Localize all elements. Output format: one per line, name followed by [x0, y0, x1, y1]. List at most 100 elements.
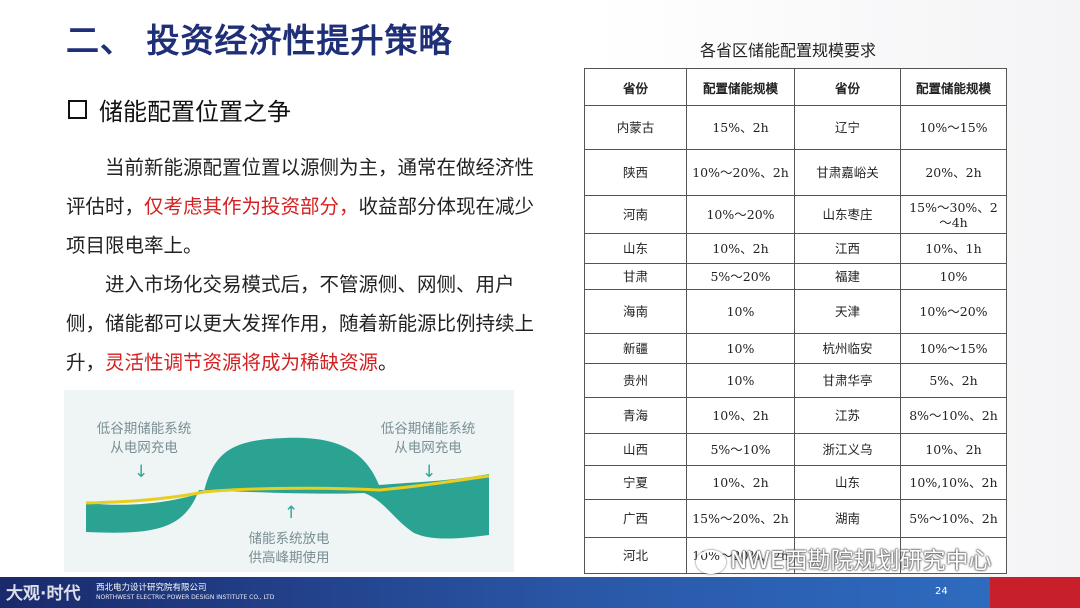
- storage-scale-cell: 10%～20%、2h: [686, 149, 795, 196]
- storage-requirements-table: 省份 配置储能规模 省份 配置储能规模 内蒙古 15%、2h 辽宁 10%～15% 陕西…: [584, 68, 1007, 574]
- province-cell: 新疆: [584, 333, 687, 364]
- table-row: 河南 10%～20% 山东枣庄 15%～30%、2～4h: [584, 195, 1007, 234]
- paragraph-1-highlight: 仅考虑其作为投资部分，: [144, 195, 359, 218]
- storage-scale-cell: 10%: [686, 289, 795, 334]
- province-cell: 贵州: [584, 363, 687, 398]
- table-row: 山东 10%、2h 江西 10%、1h: [584, 233, 1007, 264]
- footer-bar: [0, 577, 1080, 608]
- storage-scale-cell: 15%、2h: [686, 105, 795, 150]
- storage-scale-cell: 10%: [686, 333, 795, 364]
- province-cell: 辽宁: [794, 105, 901, 150]
- table-row: 河北 10%～20%、2h: [584, 537, 1007, 574]
- province-cell: [794, 537, 901, 574]
- province-cell: 河南: [584, 195, 687, 234]
- watermark-text: NWE西勘院规划研究中心: [730, 548, 992, 574]
- storage-scale-cell: 15%～20%、2h: [686, 499, 795, 538]
- province-cell: 甘肃: [584, 263, 687, 290]
- paragraph-1-text: 当前新能源配置位置以源侧为主，通常在做经济性评估时，: [66, 156, 535, 218]
- figure-bottom-label: 储能系统放电 供高峰期使用: [248, 531, 330, 566]
- company-logo: 大观·时代: [6, 584, 81, 604]
- table-row: 宁夏 10%、2h 山东 10%,10%、2h: [584, 465, 1007, 500]
- storage-scale-cell: 10%～15%: [900, 105, 1007, 150]
- paragraph-2-text: 进入市场化交易模式后，不管源侧、网侧、用户侧，储能都可以更大发挥作用，随着新能源…: [66, 273, 535, 374]
- wechat-icon: [696, 549, 726, 574]
- province-cell: 广西: [584, 499, 687, 538]
- watermark: NWE西勘院规划研究中心: [696, 541, 991, 575]
- arrow-down-icon: ↓: [134, 462, 149, 482]
- table-row: 甘肃 5%～20% 福建 10%: [584, 263, 1007, 290]
- paragraph-2-highlight: 灵活性调节资源将成为稀缺资源: [105, 351, 379, 374]
- province-cell: 甘肃嘉峪关: [794, 149, 901, 196]
- province-cell: 福建: [794, 263, 901, 290]
- table-header-row: 省份 配置储能规模 省份 配置储能规模: [584, 68, 1007, 106]
- storage-scale-cell: [900, 537, 1007, 574]
- storage-scale-cell: 10%、2h: [686, 397, 795, 434]
- table-row: 贵州 10% 甘肃华亭 5%、2h: [584, 363, 1007, 398]
- table-title: 各省区储能配置规模要求: [700, 41, 877, 60]
- slide-title: 二、 投资经济性提升策略: [66, 21, 453, 60]
- storage-scale-cell: 10%,10%、2h: [900, 465, 1007, 500]
- province-cell: 甘肃华亭: [794, 363, 901, 398]
- table-header-cell: 省份: [794, 68, 901, 106]
- storage-scale-cell: 5%～20%: [686, 263, 795, 290]
- storage-scale-cell: 10%、1h: [900, 233, 1007, 264]
- province-cell: 山东: [794, 465, 901, 500]
- storage-scale-cell: 10%、2h: [686, 233, 795, 264]
- company-name-cn: 西北电力设计研究院有限公司: [96, 583, 207, 593]
- storage-scale-cell: 5%～10%、2h: [900, 499, 1007, 538]
- arrow-down-icon: ↓: [422, 462, 437, 482]
- storage-scale-cell: 5%～10%: [686, 433, 795, 466]
- table-row: 海南 10% 天津 10%～20%: [584, 289, 1007, 334]
- table-row: 新疆 10% 杭州临安 10%～15%: [584, 333, 1007, 364]
- paragraph-1: 当前新能源配置位置以源侧为主，通常在做经济性评估时，仅考虑其作为投资部分，收益部…: [66, 148, 536, 265]
- table-header-cell: 省份: [584, 68, 687, 106]
- table-row: 山西 5%～10% 浙江义乌 10%、2h: [584, 433, 1007, 466]
- province-cell: 山西: [584, 433, 687, 466]
- table-header-cell: 配置储能规模: [686, 68, 795, 106]
- province-cell: 青海: [584, 397, 687, 434]
- paragraph-2: 进入市场化交易模式后，不管源侧、网侧、用户侧，储能都可以更大发挥作用，随着新能源…: [66, 265, 536, 382]
- paragraph-2-tail: 。: [378, 351, 398, 374]
- province-cell: 杭州临安: [794, 333, 901, 364]
- grid-load-curve: [85, 474, 490, 505]
- storage-curve-graphic: [85, 437, 490, 539]
- province-cell: 宁夏: [584, 465, 687, 500]
- province-cell: 海南: [584, 289, 687, 334]
- storage-scale-cell: 10%、2h: [900, 433, 1007, 466]
- figure-right-label: 低谷期储能系统 从电网充电: [380, 421, 476, 456]
- province-cell: 陕西: [584, 149, 687, 196]
- province-cell: 河北: [584, 537, 687, 574]
- section-heading-text: 储能配置位置之争: [99, 98, 291, 126]
- province-cell: 江苏: [794, 397, 901, 434]
- storage-scale-cell: 10%～15%: [900, 333, 1007, 364]
- figure-left-label: 低谷期储能系统 从电网充电: [96, 421, 192, 456]
- arrow-up-icon: ↑: [284, 503, 299, 523]
- table-row: 青海 10%、2h 江苏 8%～10%、2h: [584, 397, 1007, 434]
- province-cell: 山东枣庄: [794, 195, 901, 234]
- company-name-en: NORTHWEST ELECTRIC POWER DESIGN INSTITUT…: [96, 594, 275, 601]
- storage-scale-cell: 20%、2h: [900, 149, 1007, 196]
- province-cell: 浙江义乌: [794, 433, 901, 466]
- province-cell: 天津: [794, 289, 901, 334]
- page-number: 24: [935, 586, 948, 597]
- table-header-cell: 配置储能规模: [900, 68, 1007, 106]
- storage-scale-cell: 5%、2h: [900, 363, 1007, 398]
- paragraph-1-tail: 收益部分体现在减少项目限电率上。: [66, 195, 535, 257]
- storage-scale-cell: 10%: [686, 363, 795, 398]
- storage-scale-cell: 10%、2h: [686, 465, 795, 500]
- province-cell: 山东: [584, 233, 687, 264]
- storage-scale-cell: 10%: [900, 263, 1007, 290]
- table-row: 广西 15%～20%、2h 湖南 5%～10%、2h: [584, 499, 1007, 538]
- table-row: 陕西 10%～20%、2h 甘肃嘉峪关 20%、2h: [584, 149, 1007, 196]
- province-cell: 江西: [794, 233, 901, 264]
- footer-accent: [990, 577, 1080, 608]
- province-cell: 湖南: [794, 499, 901, 538]
- section-heading: 储能配置位置之争: [68, 92, 291, 127]
- storage-scale-cell: 8%～10%、2h: [900, 397, 1007, 434]
- energy-storage-diagram: 低谷期储能系统 从电网充电 低谷期储能系统 从电网充电 储能系统放电 供高峰期使用 ↓…: [64, 390, 514, 572]
- province-cell: 内蒙古: [584, 105, 687, 150]
- company-name: 西北电力设计研究院有限公司 NORTHWEST ELECTRIC POWER D…: [96, 584, 274, 602]
- storage-scale-cell: 10%～20%: [686, 195, 795, 234]
- table-row: 内蒙古 15%、2h 辽宁 10%～15%: [584, 105, 1007, 150]
- storage-scale-cell: 15%～30%、2～4h: [900, 195, 1007, 234]
